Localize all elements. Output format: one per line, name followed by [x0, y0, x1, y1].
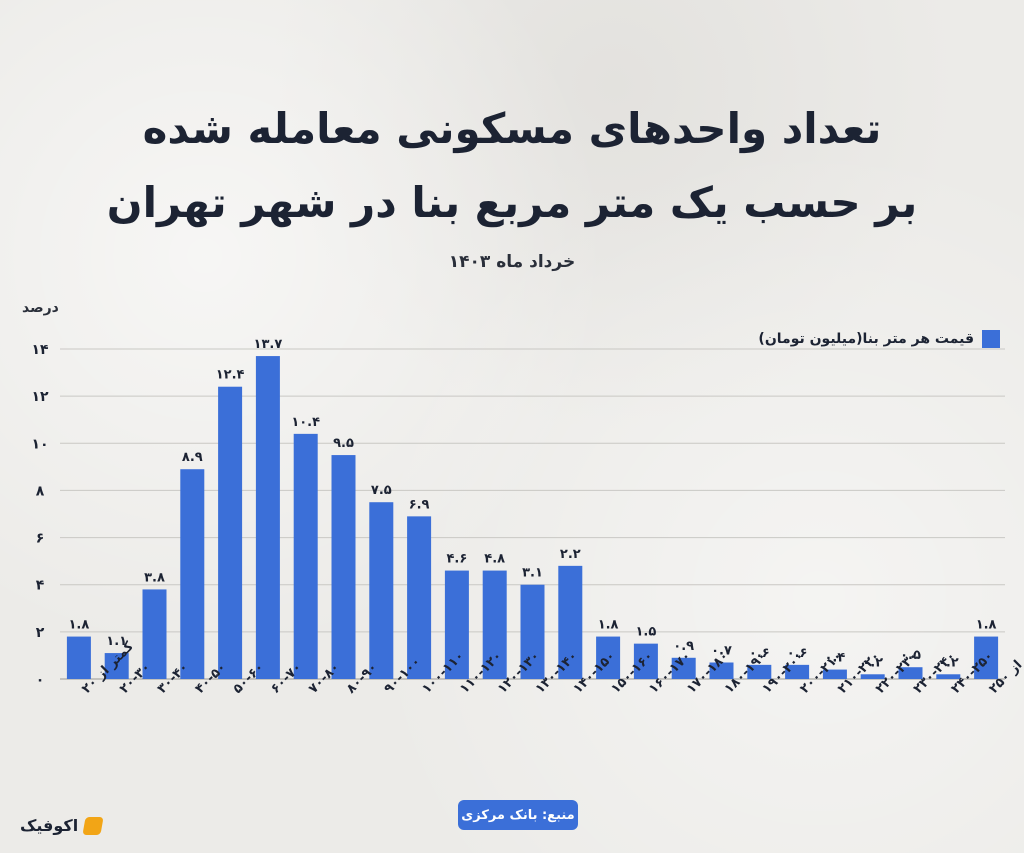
data-label: ۱.۸ [68, 618, 89, 633]
bar [747, 664, 772, 679]
data-label: ۴.۸ [484, 552, 505, 567]
bar [785, 664, 810, 679]
legend-label: قیمت هر متر بنا(میلیون تومان) [758, 331, 974, 347]
bar [369, 502, 394, 679]
logo-icon [82, 816, 104, 835]
data-labels: ۱.۸ ۱.۱ ۳.۸ ۸.۹ ۱۲.۴ ۱۳.۷ ۱۰.۴ ۹.۵ ۷.۵ ۶.۹ ۴.۶ ۴.۸ ۳… [68, 337, 996, 670]
bar [407, 516, 432, 679]
bar [974, 636, 999, 679]
y-tick-label: ۸ [36, 483, 45, 499]
y-axis-label: درصد [22, 300, 59, 316]
data-label: ۶.۹ [409, 497, 430, 512]
bar [104, 653, 129, 679]
bar [66, 636, 91, 679]
data-label: ۱۲.۴ [216, 368, 245, 383]
data-label: ۱۳.۷ [254, 337, 283, 352]
data-label: ۱.۸ [598, 618, 619, 633]
source-badge: منبع: بانک مرکزی [458, 800, 578, 830]
bar [482, 570, 507, 679]
bar [596, 636, 621, 679]
bar [331, 455, 356, 679]
bar-chart: ۰ ۲ ۴ ۶ ۸ ۱۰ ۱۲ ۱۴ ۱.۸ ۱.۱ ۳.۸ ۸.۹ ۱۲.۴ ۱۳.۷ ۱۰.۴ ۹.۵ ۷… [31, 337, 1024, 697]
chart-title-line1: تعداد واحدهای مسکونی معامله شده [142, 104, 882, 153]
data-label: ۹.۵ [333, 436, 354, 451]
data-label: ۱۰.۴ [291, 415, 320, 430]
brand-logo: اکوفیک [20, 816, 104, 835]
data-label: ۴.۶ [446, 552, 467, 567]
y-tick-label: ۱۰ [31, 436, 48, 452]
bar [218, 386, 243, 679]
y-tick-label: ۴ [36, 578, 45, 594]
data-label: ۰.۷ [711, 644, 732, 659]
data-label: ۱.۱ [106, 634, 127, 649]
y-ticks: ۰ ۲ ۴ ۶ ۸ ۱۰ ۱۲ ۱۴ [31, 342, 49, 688]
bar [898, 667, 923, 679]
bar [860, 674, 885, 679]
data-label: ۱.۵ [635, 625, 656, 640]
y-tick-label: ۱۴ [31, 342, 49, 358]
bar [142, 589, 167, 679]
legend-swatch [982, 330, 1000, 348]
data-label: ۷.۵ [371, 483, 392, 498]
bar [936, 674, 961, 679]
data-label: ۰.۹ [673, 639, 694, 654]
data-label: ۳.۱ [522, 566, 543, 581]
legend: قیمت هر متر بنا(میلیون تومان) [758, 330, 1000, 348]
logo-text: اکوفیک [20, 816, 79, 835]
data-label: ۰.۵ [900, 648, 921, 663]
bar [558, 565, 583, 679]
data-label: ۸.۹ [182, 450, 203, 465]
bars [66, 356, 999, 679]
data-label: ۰.۲ [938, 655, 959, 670]
y-tick-label: ۲ [36, 625, 45, 641]
data-label: ۱.۸ [976, 618, 997, 633]
bar [671, 657, 696, 679]
y-tick-label: ۶ [36, 531, 45, 547]
data-label: ۳.۸ [144, 570, 165, 585]
bar [709, 662, 734, 679]
y-tick-label: ۱۲ [31, 389, 49, 405]
data-label: ۰.۲ [862, 655, 883, 670]
bar [444, 570, 469, 679]
bar [822, 669, 847, 679]
data-label: ۲.۲ [560, 547, 581, 562]
bar [633, 643, 658, 679]
data-label: ۰.۶ [749, 646, 770, 661]
data-label: ۰.۶ [787, 646, 808, 661]
chart-subtitle: خرداد ماه ۱۴۰۳ [448, 252, 576, 272]
y-tick-label: ۰ [36, 672, 45, 688]
bar [293, 433, 318, 679]
bar [255, 356, 280, 679]
bar [520, 584, 545, 679]
chart-title-line2: بر حسب یک متر مربع بنا در شهر تهران [106, 178, 918, 227]
bar [180, 469, 205, 679]
data-label: ۰.۴ [824, 651, 845, 666]
